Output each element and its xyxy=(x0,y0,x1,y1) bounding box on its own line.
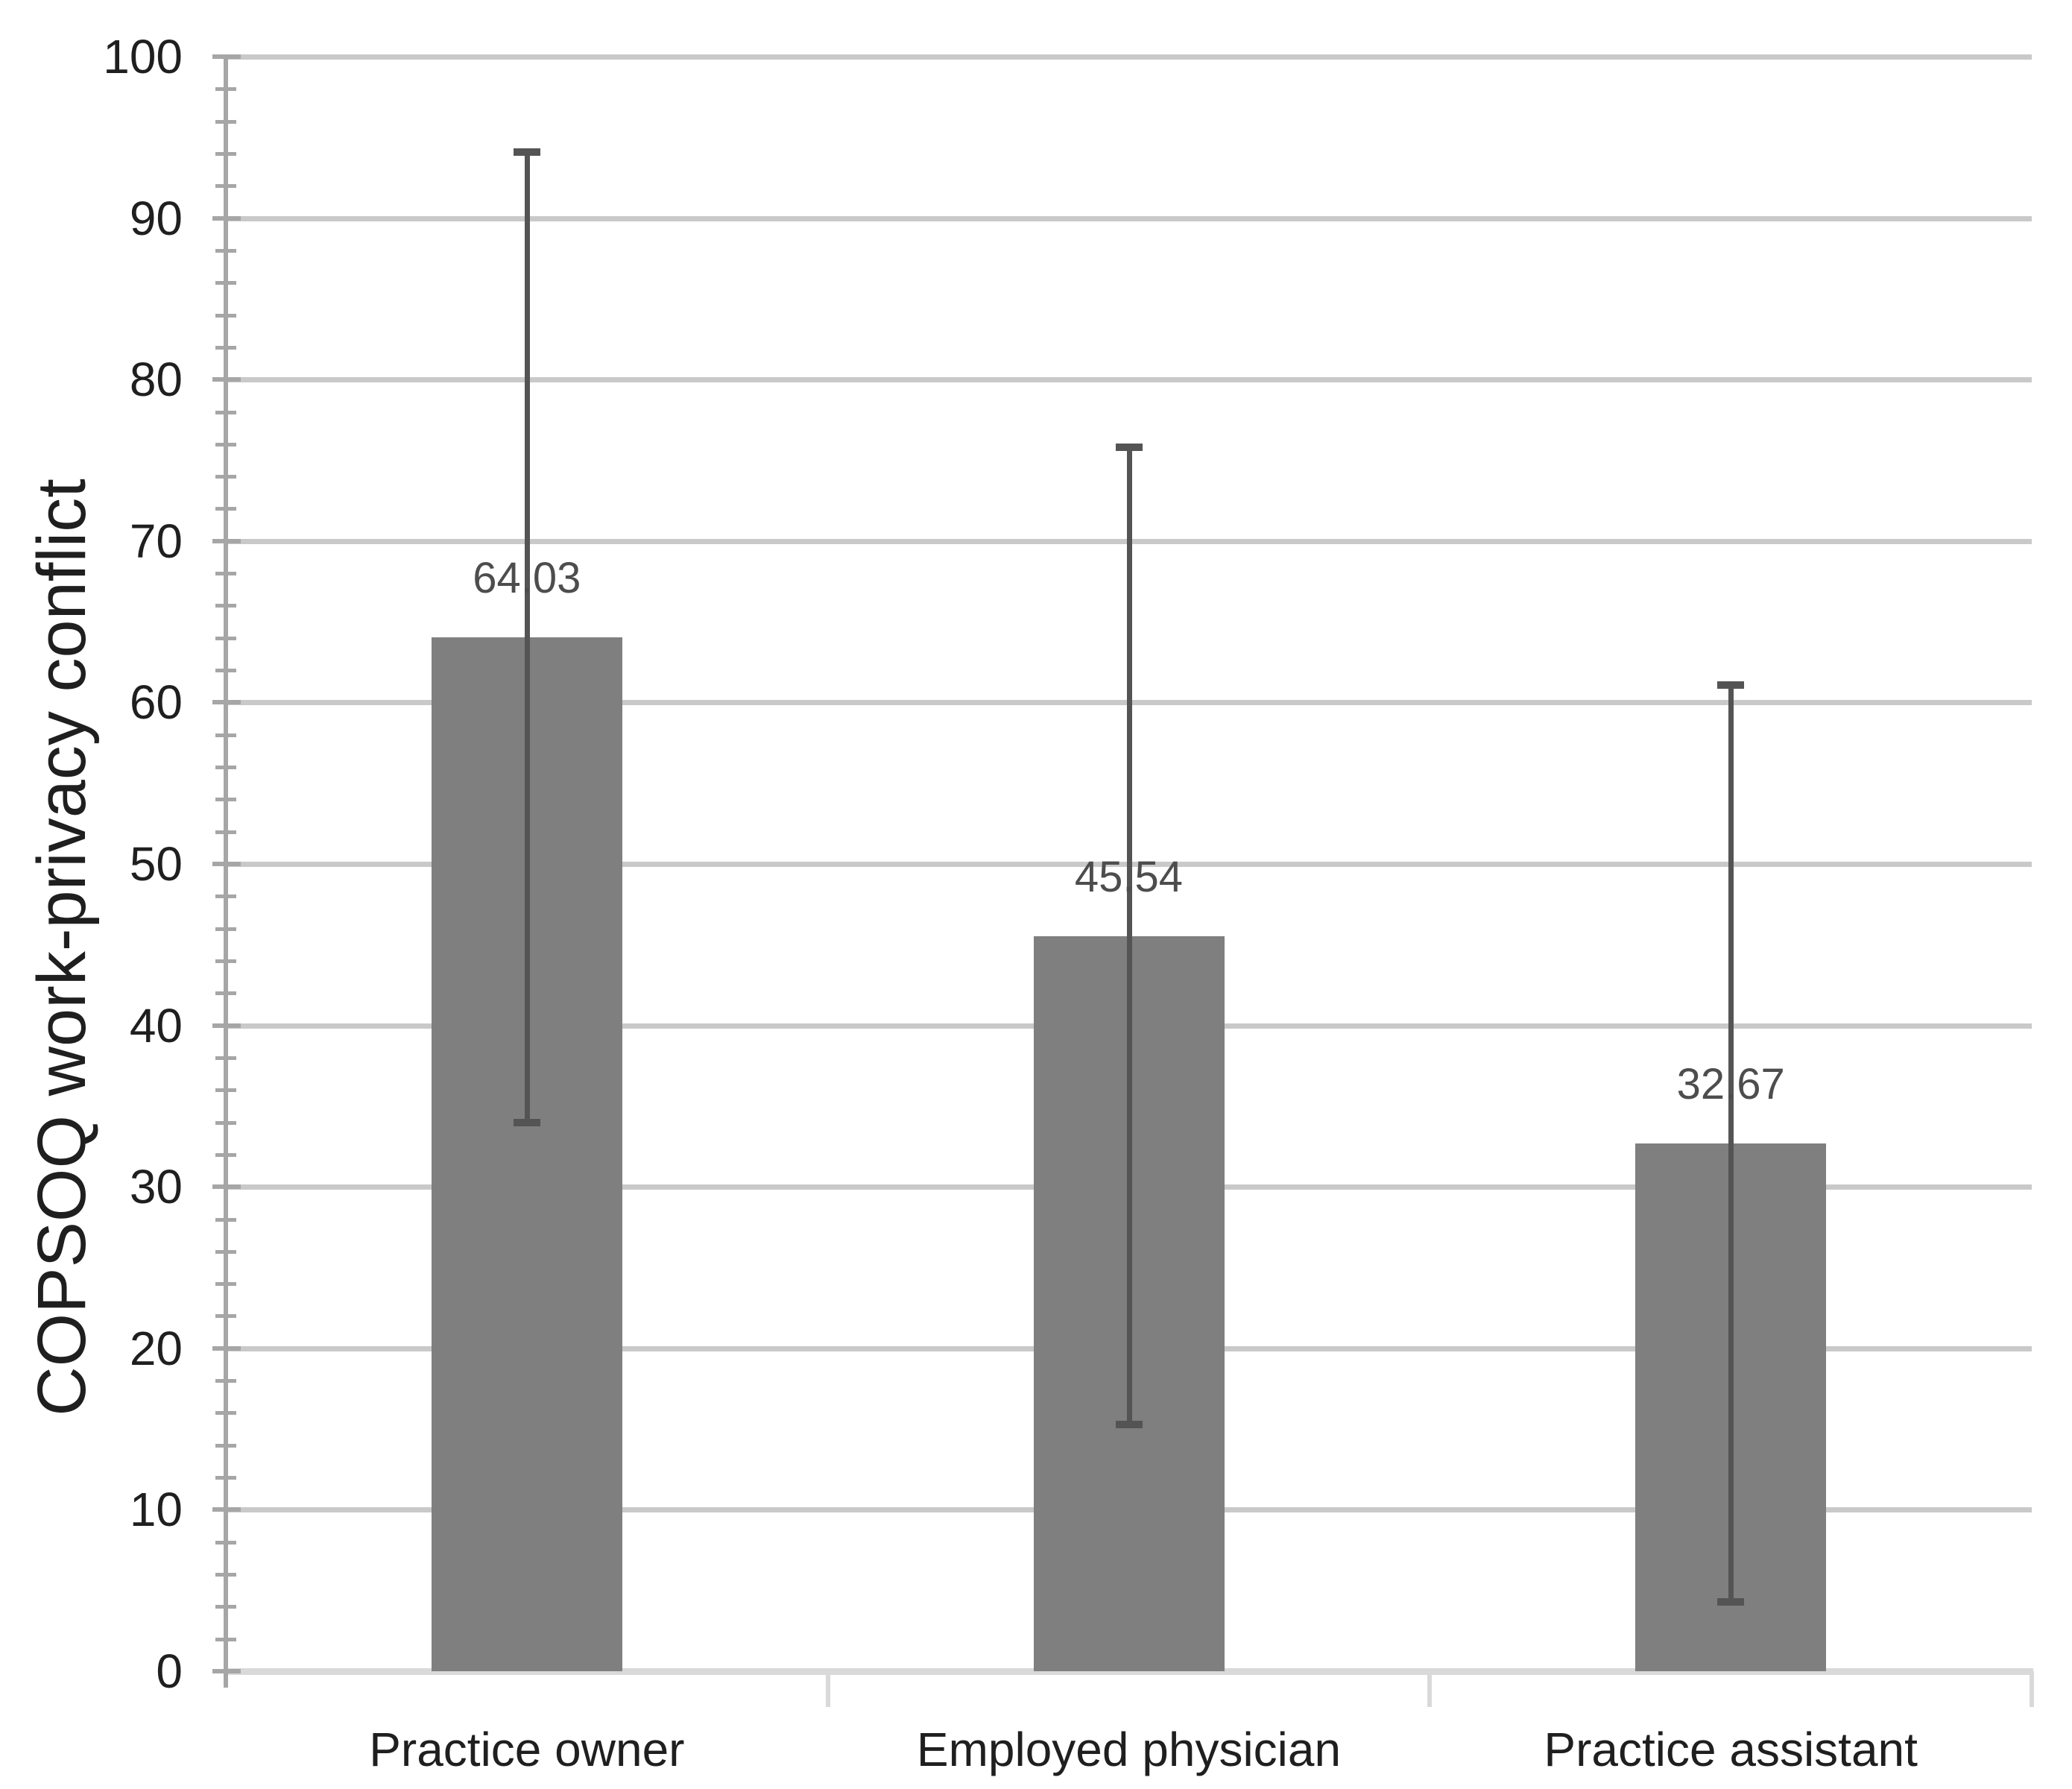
y-minor-tick xyxy=(215,733,236,737)
y-tick-label: 0 xyxy=(156,1644,183,1698)
y-minor-tick xyxy=(215,1573,236,1577)
y-tick-label: 40 xyxy=(129,998,183,1053)
y-major-tick xyxy=(212,1184,241,1190)
y-minor-tick xyxy=(215,798,236,802)
y-minor-tick xyxy=(215,1217,236,1222)
y-major-tick xyxy=(212,862,241,866)
error-bar-cap-bottom xyxy=(1115,1420,1143,1428)
category-label: Practice assistant xyxy=(1544,1723,1918,1776)
y-minor-tick xyxy=(215,313,236,318)
y-minor-tick xyxy=(215,87,236,92)
y-minor-tick xyxy=(215,1540,236,1545)
y-minor-tick xyxy=(215,1637,236,1641)
y-minor-tick xyxy=(215,894,236,899)
value-label: 32.67 xyxy=(1676,1060,1785,1109)
y-axis-title: COPSOQ work-privacy conflict xyxy=(24,479,100,1416)
y-minor-tick xyxy=(215,927,236,931)
error-bar-cap-top xyxy=(1115,444,1143,452)
y-minor-tick xyxy=(215,442,236,447)
y-major-tick xyxy=(212,1023,241,1028)
y-major-tick xyxy=(212,1345,241,1351)
y-minor-tick xyxy=(215,151,236,156)
y-minor-tick xyxy=(215,410,236,414)
y-major-tick xyxy=(212,215,241,221)
y-minor-tick xyxy=(215,1476,236,1480)
y-tick-label: 20 xyxy=(129,1321,183,1375)
y-major-tick xyxy=(212,54,241,59)
y-major-tick xyxy=(212,700,241,705)
y-minor-tick xyxy=(215,991,236,996)
y-minor-tick xyxy=(215,766,236,770)
y-minor-tick xyxy=(215,1249,236,1254)
y-minor-tick xyxy=(215,572,236,576)
y-minor-tick xyxy=(215,669,236,673)
y-tick-label: 70 xyxy=(129,514,183,568)
error-bar-stem xyxy=(1126,447,1132,1424)
y-minor-tick xyxy=(215,1314,236,1319)
y-minor-tick xyxy=(215,119,236,124)
error-bar-cap-bottom xyxy=(513,1118,540,1126)
y-minor-tick xyxy=(215,1605,236,1609)
y-tick-label: 90 xyxy=(129,191,183,245)
category-separator-tick xyxy=(2030,1671,2034,1707)
y-minor-tick xyxy=(215,475,236,479)
gridline xyxy=(226,377,2032,383)
value-label: 45.54 xyxy=(1074,852,1184,901)
y-minor-tick xyxy=(215,1088,236,1093)
y-tick-label: 10 xyxy=(129,1483,183,1537)
y-minor-tick xyxy=(215,345,236,350)
value-label: 64.03 xyxy=(473,554,581,603)
category-separator-tick xyxy=(825,1671,830,1707)
category-label: Practice owner xyxy=(369,1723,685,1776)
y-tick-label: 30 xyxy=(129,1160,183,1214)
y-tick-label: 60 xyxy=(129,675,183,730)
y-minor-tick xyxy=(215,959,236,963)
y-minor-tick xyxy=(215,1411,236,1416)
y-minor-tick xyxy=(215,507,236,511)
gridline xyxy=(226,54,2032,60)
y-minor-tick xyxy=(215,1056,236,1060)
y-tick-label: 50 xyxy=(129,837,183,891)
error-bar-cap-bottom xyxy=(1717,1597,1745,1606)
error-bar-cap-top xyxy=(1717,681,1745,689)
y-major-tick xyxy=(212,1669,241,1673)
y-minor-tick xyxy=(215,1282,236,1287)
y-minor-tick xyxy=(215,1120,236,1125)
y-axis-line xyxy=(224,57,228,1688)
y-minor-tick xyxy=(215,281,236,285)
y-tick-label: 80 xyxy=(129,353,183,407)
y-minor-tick xyxy=(215,830,236,834)
y-major-tick xyxy=(212,1507,241,1512)
y-minor-tick xyxy=(215,604,236,608)
y-minor-tick xyxy=(215,636,236,640)
y-major-tick xyxy=(212,377,241,382)
category-label: Employed physician xyxy=(916,1723,1342,1776)
y-minor-tick xyxy=(215,184,236,189)
error-bar-cap-top xyxy=(513,148,540,156)
y-minor-tick xyxy=(215,248,236,253)
y-major-tick xyxy=(212,538,241,543)
error-bar-stem xyxy=(1728,684,1734,1602)
y-minor-tick xyxy=(215,1443,236,1448)
category-separator-tick xyxy=(1427,1671,1433,1707)
error-bar-stem xyxy=(524,151,530,1123)
y-tick-label: 100 xyxy=(103,30,183,83)
gridline xyxy=(226,215,2032,221)
y-minor-tick xyxy=(215,1379,236,1383)
y-minor-tick xyxy=(215,1152,236,1157)
x-axis-line xyxy=(224,1668,2033,1675)
